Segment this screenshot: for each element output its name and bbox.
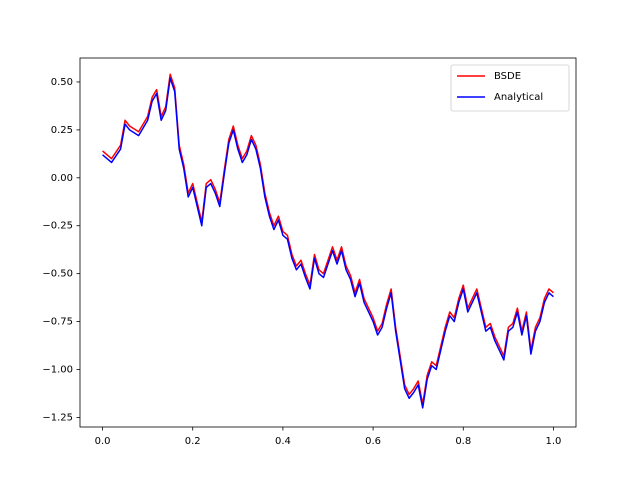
y-tick-label: 0.25 bbox=[51, 125, 73, 136]
line-series bbox=[102, 73, 554, 405]
y-tick-label: −1.00 bbox=[42, 364, 73, 375]
legend: BSDE Analytical bbox=[450, 64, 570, 112]
x-tick-label: 1.0 bbox=[546, 436, 562, 447]
plot-frame bbox=[79, 57, 577, 428]
line-series bbox=[102, 77, 554, 409]
y-tick-label: −0.25 bbox=[42, 221, 73, 232]
y-tick-label: −1.25 bbox=[42, 412, 73, 423]
x-tick-label: 0.4 bbox=[275, 436, 291, 447]
x-tick-label: 0.6 bbox=[365, 436, 381, 447]
y-tick-label: 0.00 bbox=[51, 173, 73, 184]
y-tick-label: −0.75 bbox=[42, 317, 73, 328]
x-tick-label: 0.8 bbox=[455, 436, 471, 447]
y-tick-label: 0.50 bbox=[51, 77, 73, 88]
x-tick-label: 0.2 bbox=[185, 436, 201, 447]
legend-label: BSDE bbox=[494, 71, 521, 82]
legend-label: Analytical bbox=[494, 92, 543, 103]
y-tick-label: −0.50 bbox=[42, 269, 73, 280]
x-tick-label: 0.0 bbox=[95, 436, 111, 447]
